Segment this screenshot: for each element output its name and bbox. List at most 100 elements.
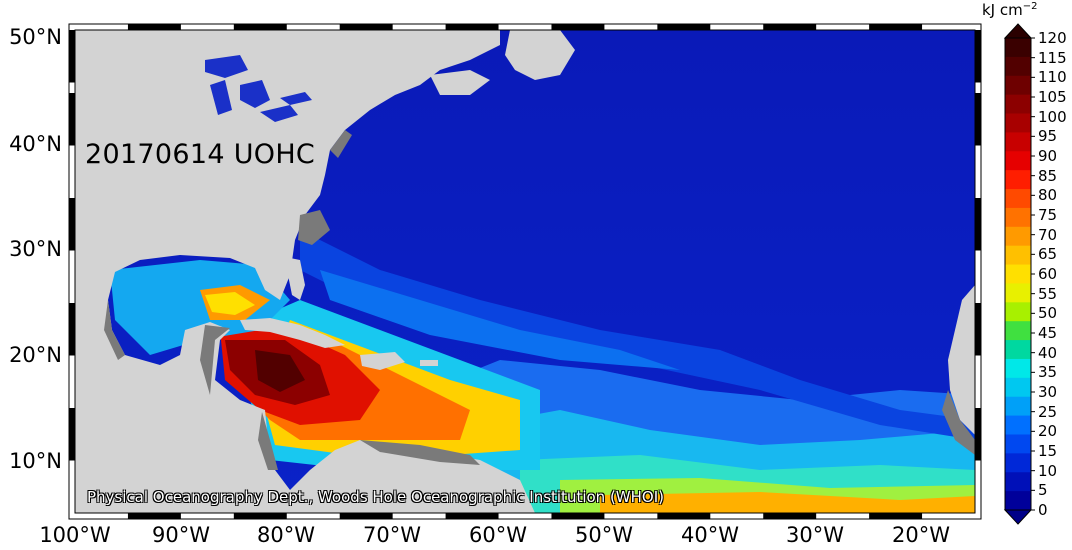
border-mark (69, 198, 75, 251)
colorbar-tick-label: 95 (1038, 127, 1058, 146)
map-frame (74, 29, 976, 514)
colorbar (1003, 23, 1035, 525)
colorbar-tick-label: 55 (1038, 284, 1058, 303)
border-mark (69, 30, 75, 83)
colorbar-swatch (1005, 75, 1031, 96)
colorbar-swatch (1005, 415, 1031, 435)
colorbar-tick-label: 70 (1038, 225, 1058, 244)
lon-label-90w: 90°W (152, 523, 210, 547)
border-mark (233, 513, 287, 519)
colorbar-swatch (1005, 321, 1031, 341)
colorbar-swatch (1005, 245, 1031, 266)
colorbar-swatch (1005, 472, 1031, 492)
colorbar-swatch (1005, 170, 1031, 190)
border-mark (339, 24, 393, 30)
colorbar-min-arrow (1003, 509, 1033, 525)
border-mark (551, 24, 605, 30)
border-mark (869, 513, 923, 519)
colorbar-tick-label: 30 (1038, 383, 1058, 401)
colorbar-tick-label: 35 (1038, 363, 1058, 382)
colorbar-swatch (1005, 434, 1031, 454)
border-mark (657, 513, 711, 519)
map-title: 20170614 UOHC (85, 139, 316, 170)
border-mark (763, 24, 817, 30)
border-mark (127, 24, 181, 30)
heat-content-field (110, 230, 975, 513)
border-mark (869, 24, 923, 30)
border-mark (657, 24, 711, 30)
colorbar-tick-label: 120 (1038, 29, 1067, 47)
colorbar-tick-label: 115 (1038, 48, 1067, 67)
border-mark (69, 303, 75, 356)
colorbar-swatch (1005, 38, 1031, 58)
colorbar-tick-label: 90 (1038, 147, 1058, 165)
colorbar-swatch (1005, 226, 1031, 247)
outer-frame (68, 23, 982, 520)
lon-label-60w: 60°W (469, 523, 527, 547)
colorbar-tick-label: 20 (1038, 422, 1058, 441)
lat-label-10n: 10°N (9, 449, 62, 473)
lon-label-40w: 40°W (681, 523, 739, 547)
colorbar-tick-label: 110 (1038, 68, 1067, 87)
colorbar-swatch (1005, 207, 1031, 228)
lat-label-30n: 30°N (9, 237, 62, 261)
colorbar-swatch (1005, 151, 1031, 171)
colorbar-units: kJ cm−2 (982, 1, 1038, 19)
lon-label-30w: 30°W (786, 523, 844, 547)
border-mark (445, 513, 499, 519)
colorbar-max-arrow (1003, 23, 1033, 39)
colorbar-tick-label: 85 (1038, 166, 1058, 185)
colorbar-tick-label: 25 (1038, 402, 1058, 421)
colorbar-swatch (1005, 132, 1031, 152)
border-mark (127, 513, 181, 519)
colorbar-swatch (1005, 56, 1031, 77)
colorbar-swatch (1005, 189, 1031, 209)
colorbar-swatch (1005, 113, 1031, 133)
border-mark (763, 513, 817, 519)
lon-label-50w: 50°W (575, 523, 633, 547)
border-mark (445, 24, 499, 30)
border-mark (975, 30, 981, 83)
coastal-mask (104, 130, 975, 470)
colorbar-tick-label: 65 (1038, 245, 1058, 264)
colorbar-swatch (1005, 377, 1031, 398)
colorbar-tick-label: 75 (1038, 206, 1058, 224)
colorbar-tick-label: 40 (1038, 343, 1058, 362)
colorbar-swatch (1005, 264, 1031, 284)
border-mark (69, 93, 75, 146)
colorbar-tick-label: 45 (1038, 324, 1058, 342)
colorbar-swatch (1005, 340, 1031, 360)
colorbar-tick-label: 5 (1038, 481, 1048, 500)
colorbar-swatch (1005, 94, 1031, 115)
lon-label-100w: 100°W (39, 523, 111, 547)
border-mark (975, 303, 981, 356)
lon-label-20w: 20°W (892, 523, 950, 547)
colorbar-tick-label: 105 (1038, 88, 1067, 106)
units-exponent: −2 (1022, 1, 1038, 12)
colorbar-swatch (1005, 491, 1031, 511)
colorbar-swatch (1005, 396, 1031, 417)
border-mark (975, 93, 981, 146)
colorbar-swatch (1005, 453, 1031, 473)
colorbar-swatch (1005, 358, 1031, 379)
graticule-border (68, 23, 982, 520)
great-lakes (205, 55, 312, 122)
colorbar-tick-label: 0 (1038, 501, 1048, 519)
colorbar-tick-label: 50 (1038, 304, 1058, 323)
units-text: kJ cm (982, 1, 1023, 19)
colorbar-tick-label: 100 (1038, 107, 1067, 126)
lat-label-40n: 40°N (9, 132, 62, 156)
colorbar-tick-label: 15 (1038, 442, 1058, 460)
lat-label-20n: 20°N (9, 343, 62, 367)
land (75, 30, 975, 513)
lon-label-70w: 70°W (363, 523, 421, 547)
colorbar-swatch (1005, 302, 1031, 322)
border-mark (233, 24, 287, 30)
map-area (75, 30, 975, 513)
lon-label-80w: 80°W (257, 523, 315, 547)
colorbar-tick-label: 80 (1038, 186, 1058, 205)
credit-text: Physical Oceanography Dept., Woods Hole … (87, 488, 664, 506)
lat-label-50n: 50°N (9, 25, 62, 49)
